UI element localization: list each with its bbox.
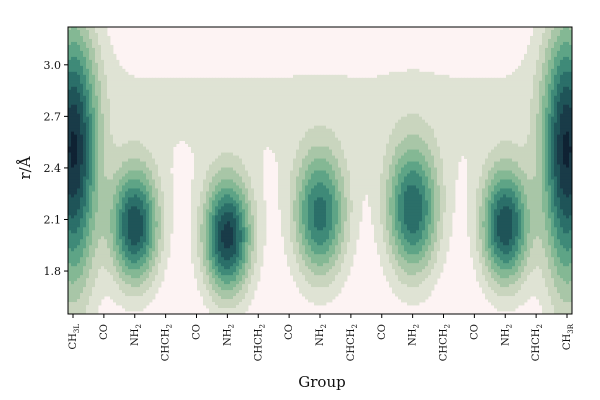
y-axis-title: r/Å xyxy=(16,156,34,179)
x-tick-label-16: CH3R xyxy=(562,323,575,350)
x-axis-title: Group xyxy=(298,373,345,391)
x-tick-label-14: NH2 xyxy=(500,324,513,346)
x-tick-label-2: NH2 xyxy=(130,324,143,346)
axes: 1.8 2.1 2.4 2.7 3.0 CH3L CO NH2 CHCH2 CO NH2 CHCH2 C… xyxy=(44,26,575,361)
x-tick-label-1: CO xyxy=(99,324,110,340)
x-tick-label-0: CH3L xyxy=(68,324,81,350)
x-tick-label-7: CO xyxy=(284,324,295,340)
x-tick-label-11: NH2 xyxy=(408,324,421,346)
x-tick-label-13: CO xyxy=(469,324,480,340)
x-tick-label-10: CO xyxy=(377,324,388,340)
x-tick-label-6: CHCH2 xyxy=(253,324,266,361)
x-tick-label-8: NH2 xyxy=(315,324,328,346)
density-cells xyxy=(68,27,573,315)
y-tick-label-3: 2.7 xyxy=(44,110,62,123)
y-tick-label-2: 2.4 xyxy=(44,162,62,175)
x-tick-label-12: CHCH2 xyxy=(439,324,452,361)
y-tick-label-0: 1.8 xyxy=(44,265,62,278)
x-tick-label-5: NH2 xyxy=(222,324,235,346)
y-tick-label-4: 3.0 xyxy=(44,59,62,72)
x-tick-label-9: CHCH2 xyxy=(346,324,359,361)
plot-area xyxy=(68,27,573,315)
x-tick-label-15: CHCH2 xyxy=(531,324,544,361)
x-tick-label-4: CO xyxy=(192,324,203,340)
y-tick-label-1: 2.1 xyxy=(44,213,62,226)
x-tick-label-3: CHCH2 xyxy=(161,324,174,361)
